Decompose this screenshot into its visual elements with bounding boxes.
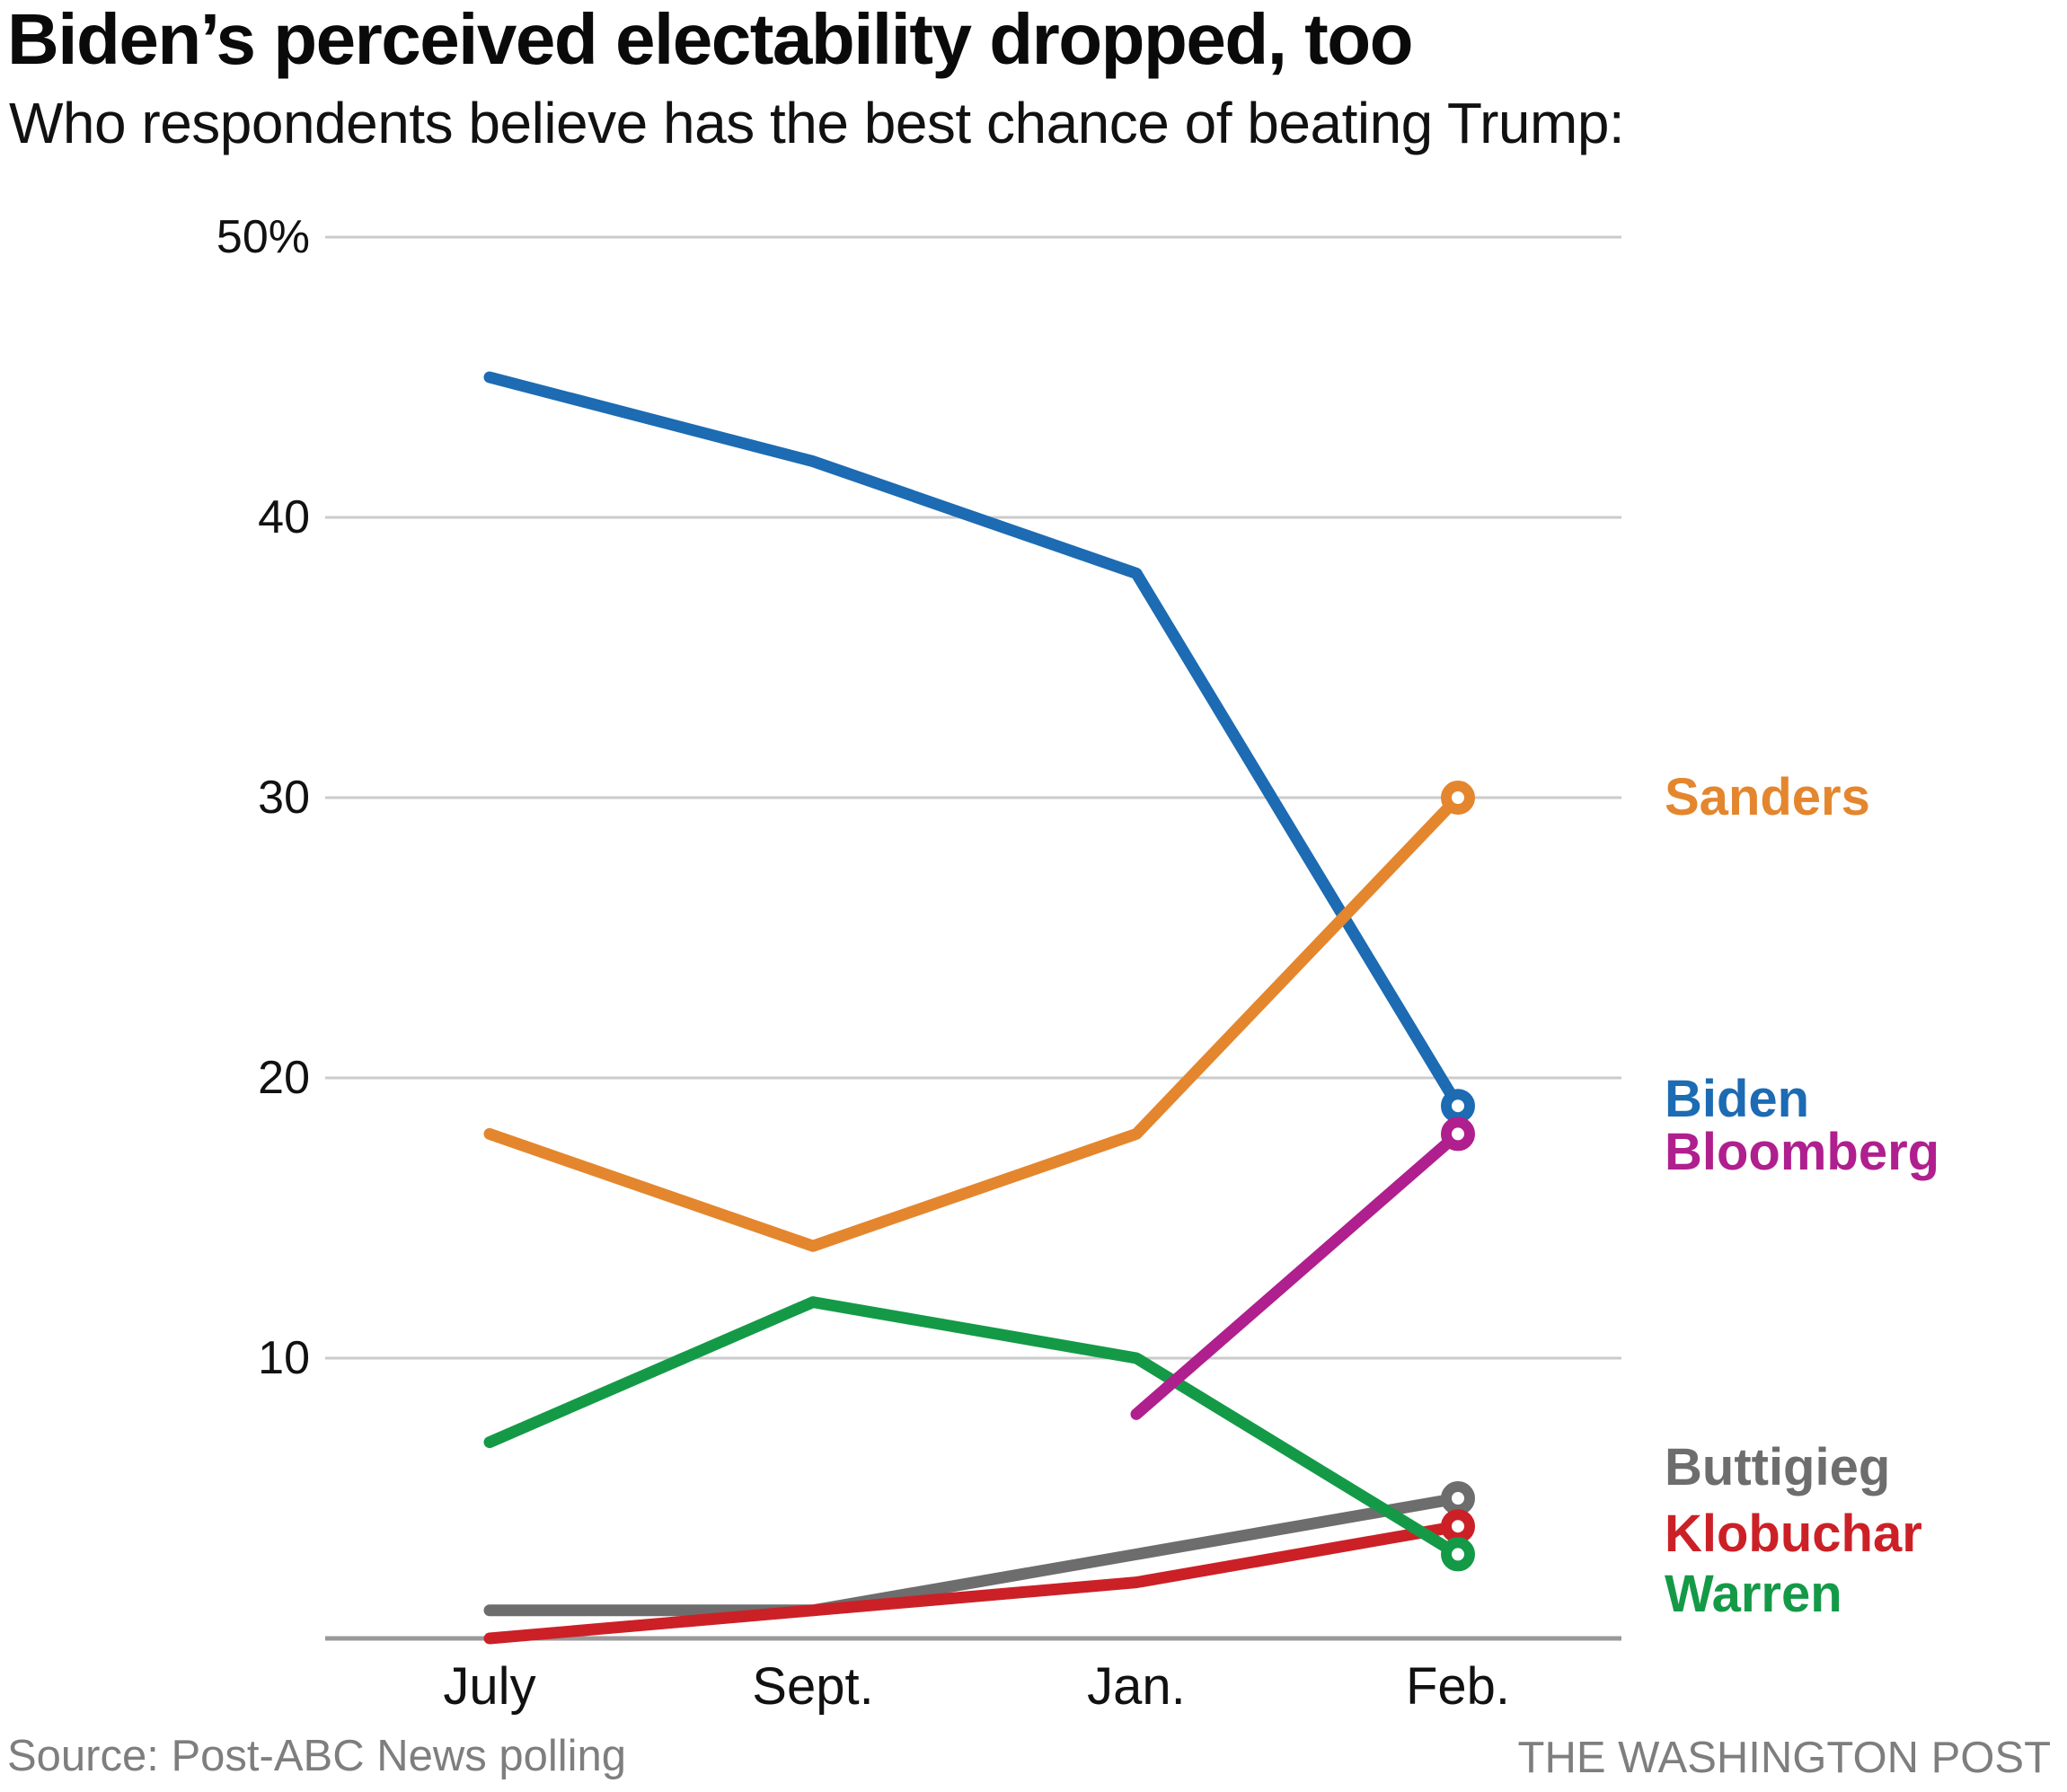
endpoint-marker-klobuchar [1441, 1509, 1475, 1544]
endpoint-marker-sanders [1441, 781, 1475, 815]
x-tick-label: Jan. [1087, 1657, 1186, 1716]
source-note: Source: Post-ABC News polling [7, 1732, 627, 1780]
y-tick-label: 30 [258, 772, 310, 824]
series-label-klobuchar: Klobuchar [1665, 1505, 1922, 1563]
y-tick-label: 50% [216, 211, 310, 263]
x-tick-label: Feb. [1405, 1657, 1511, 1716]
endpoint-marker-biden [1441, 1089, 1475, 1124]
y-tick-label: 20 [258, 1052, 310, 1104]
x-tick-label: July [443, 1657, 536, 1716]
chart-subtitle: Who respondents believe has the best cha… [9, 91, 1625, 155]
y-tick-label: 10 [258, 1332, 310, 1384]
series-line-bloomberg [1130, 1127, 1464, 1420]
series-line-sanders [483, 791, 1464, 1252]
x-tick-label: Sept. [752, 1657, 874, 1716]
endpoint-marker-bloomberg [1441, 1117, 1475, 1152]
y-tick-label: 40 [258, 491, 310, 543]
series-label-buttigieg: Buttigieg [1665, 1438, 1891, 1496]
series-label-warren: Warren [1665, 1565, 1842, 1623]
endpoint-marker-buttigieg [1441, 1481, 1475, 1515]
series-line-buttigieg [483, 1492, 1464, 1617]
publisher-credit: THE WASHINGTON POST [1517, 1734, 2051, 1782]
chart-title: Biden’s perceived electability dropped, … [7, 0, 1414, 79]
series-line-biden [483, 371, 1464, 1112]
series-label-sanders: Sanders [1665, 768, 1870, 826]
endpoint-marker-warren [1441, 1537, 1475, 1572]
series-line-klobuchar [483, 1520, 1464, 1645]
series-label-biden: Biden [1665, 1070, 1810, 1128]
series-line-warren [483, 1296, 1464, 1560]
series-label-bloomberg: Bloomberg [1665, 1123, 1940, 1181]
